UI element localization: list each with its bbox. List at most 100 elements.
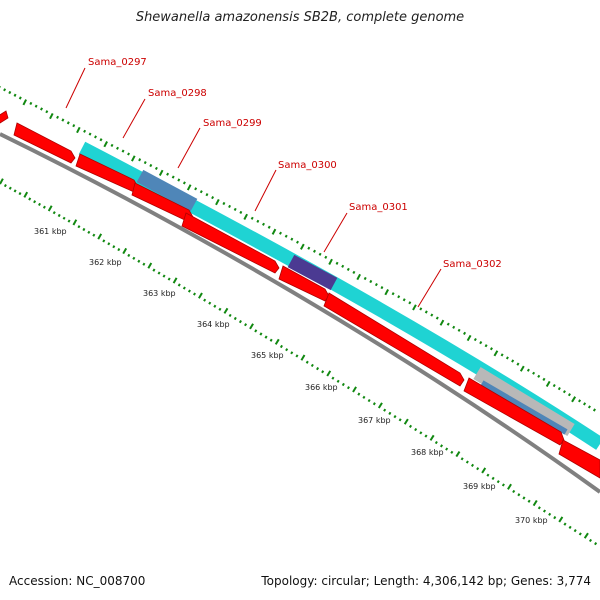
major-tick	[429, 434, 435, 441]
gene-label-sama-0301[interactable]: Sama_0301	[349, 202, 408, 213]
major-tick	[0, 178, 4, 185]
scale-label-362: 362 kbp	[89, 258, 122, 267]
minor-tick	[256, 219, 260, 223]
minor-tick	[61, 118, 65, 122]
major-tick	[455, 451, 461, 458]
minor-tick	[552, 383, 556, 388]
minor-tick	[369, 279, 373, 284]
cds-arrow[interactable]	[0, 110, 9, 124]
major-tick	[558, 516, 564, 523]
minor-tick	[211, 196, 215, 200]
minor-tick	[331, 376, 335, 380]
minor-tick	[132, 256, 136, 260]
minor-tick	[489, 347, 493, 351]
scale-label-370: 370 kbp	[515, 516, 548, 525]
feature-segment-sama-0301[interactable]	[287, 254, 338, 291]
major-tick	[271, 228, 277, 235]
minor-tick	[279, 344, 283, 349]
gene-label-sama-0299[interactable]: Sama_0299	[203, 118, 262, 129]
minor-tick	[424, 310, 428, 314]
minor-tick	[517, 493, 521, 497]
minor-tick	[13, 93, 17, 97]
minor-tick	[318, 252, 322, 256]
minor-tick	[532, 371, 536, 375]
minor-tick	[557, 386, 561, 391]
minor-tick	[62, 216, 66, 220]
gene-label-sama-0297[interactable]: Sama_0297	[88, 57, 147, 68]
leader-line-sama-0297	[65, 67, 86, 109]
major-tick	[328, 258, 333, 265]
minor-tick	[110, 143, 114, 147]
minor-tick	[486, 473, 490, 477]
minor-tick	[82, 227, 86, 232]
minor-tick	[460, 457, 464, 461]
feature-segment-sama-0299[interactable]	[136, 169, 198, 212]
minor-tick	[367, 398, 371, 403]
feature-segment-blue-inner	[480, 380, 568, 435]
minor-tick	[142, 262, 146, 266]
minor-tick	[8, 186, 12, 190]
minor-tick	[363, 276, 367, 281]
minor-tick	[52, 211, 56, 215]
feature-band	[78, 141, 600, 450]
minor-tick	[424, 434, 428, 438]
cds-arrow[interactable]	[13, 122, 76, 164]
minor-tick	[324, 255, 328, 259]
minor-tick	[435, 316, 439, 320]
minor-tick	[491, 476, 495, 481]
minor-tick	[222, 201, 226, 206]
minor-tick	[143, 161, 147, 165]
gene-label-sama-0302[interactable]: Sama_0302	[443, 259, 502, 270]
minor-tick	[228, 204, 232, 209]
cds-arrow[interactable]	[558, 439, 600, 479]
major-tick	[439, 319, 445, 326]
minor-tick	[66, 121, 70, 125]
minor-tick	[479, 340, 483, 345]
accession-text: Accession: NC_008700	[9, 574, 146, 588]
minor-tick	[408, 424, 413, 428]
genome-backbone	[0, 132, 600, 494]
minor-tick	[45, 110, 49, 114]
minor-tick	[542, 509, 547, 513]
cds-arrow[interactable]	[181, 212, 280, 274]
minor-tick	[152, 268, 156, 272]
minor-tick	[233, 316, 237, 321]
major-tick	[466, 334, 472, 342]
minor-tick	[352, 270, 356, 274]
minor-tick	[567, 393, 571, 397]
major-tick	[122, 247, 128, 255]
minor-tick	[269, 338, 273, 342]
minor-tick	[137, 259, 141, 263]
major-tick	[403, 418, 409, 425]
major-tick	[571, 396, 577, 403]
minor-tick	[239, 210, 243, 214]
minor-tick	[374, 283, 378, 287]
major-tick	[22, 99, 27, 106]
minor-tick	[284, 234, 288, 238]
scale-label-361: 361 kbp	[34, 227, 67, 236]
major-tick	[274, 338, 280, 345]
minor-tick	[341, 264, 345, 268]
gene-label-sama-0298[interactable]: Sama_0298	[148, 88, 207, 99]
major-tick	[300, 243, 305, 250]
minor-tick	[94, 135, 97, 139]
minor-tick	[296, 240, 299, 244]
gene-label-sama-0300[interactable]: Sama_0300	[278, 160, 337, 171]
minor-tick	[588, 538, 593, 543]
minor-tick	[321, 370, 325, 374]
cds-arrow[interactable]	[323, 292, 465, 387]
minor-tick	[548, 512, 552, 516]
minor-tick	[18, 192, 22, 196]
scale-label-367: 367 kbp	[358, 416, 391, 425]
major-tick	[158, 169, 164, 176]
minor-tick	[87, 230, 91, 234]
major-tick	[481, 467, 487, 474]
minor-tick	[182, 181, 186, 185]
minor-tick	[112, 245, 116, 249]
minor-tick	[511, 359, 515, 363]
minor-tick	[336, 379, 340, 383]
minor-tick	[38, 202, 41, 206]
genome-stats-text: Topology: circular; Length: 4,306,142 bp…	[261, 574, 591, 588]
minor-tick	[203, 298, 207, 302]
